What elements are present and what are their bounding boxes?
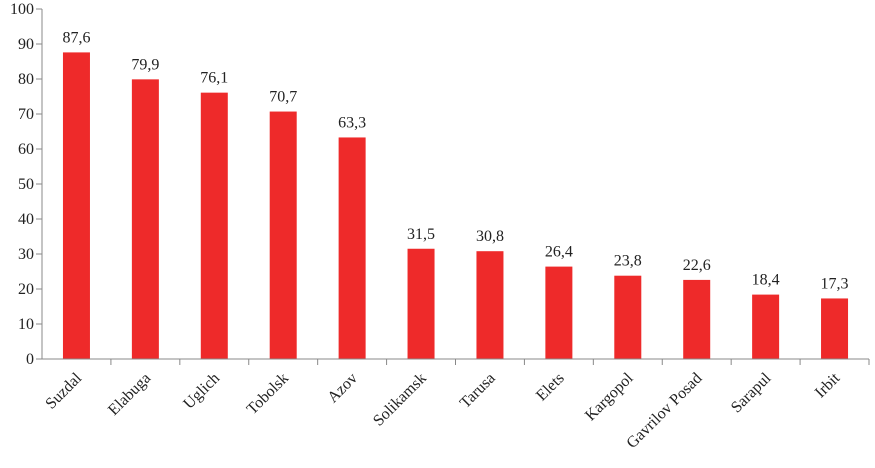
data-label-solikamsk: 31,5 bbox=[407, 226, 435, 243]
y-tick-label: 90 bbox=[18, 36, 34, 53]
y-tick-label: 60 bbox=[18, 141, 34, 158]
x-axis: Suzdal Elabuga Uglich Tobolsk Azov Solikamsk T… bbox=[42, 358, 870, 452]
data-label-tarusa: 30,8 bbox=[476, 228, 504, 245]
data-label-suzdal: 87,6 bbox=[62, 29, 90, 46]
x-tick-label: Elabuga bbox=[105, 370, 154, 419]
x-tick-label: Elets bbox=[533, 370, 568, 405]
y-tick-label: 30 bbox=[18, 246, 34, 263]
y-tick-label: 20 bbox=[18, 281, 34, 298]
y-tick-label: 40 bbox=[18, 211, 34, 228]
data-label-gavrilov-posad: 22,6 bbox=[683, 257, 711, 274]
x-tick-label: Sarapul bbox=[728, 369, 775, 416]
bar-tobolsk bbox=[269, 111, 297, 359]
y-tick-label: 70 bbox=[18, 106, 34, 123]
bar-elets bbox=[545, 266, 573, 359]
x-tick-label: Tarusa bbox=[457, 370, 499, 412]
y-tick-label: 100 bbox=[10, 1, 34, 18]
bar-gavrilov-posad bbox=[683, 279, 711, 359]
bar-tarusa bbox=[476, 251, 504, 359]
bars-group bbox=[62, 52, 849, 360]
x-tick-label: Uglich bbox=[180, 370, 223, 413]
data-label-irbit: 17,3 bbox=[821, 275, 849, 292]
bar-kargopol bbox=[614, 275, 642, 359]
x-tick-label: Suzdal bbox=[42, 369, 85, 412]
x-tick-label: Irbit bbox=[812, 369, 844, 401]
bar-azov bbox=[338, 137, 366, 359]
data-label-elabuga: 79,9 bbox=[131, 56, 159, 73]
x-tick-label: Tobolsk bbox=[244, 370, 292, 418]
bar-solikamsk bbox=[407, 248, 435, 359]
bar-irbit bbox=[821, 298, 849, 359]
bar-suzdal bbox=[62, 52, 90, 360]
x-tick-label: Solikamsk bbox=[370, 370, 430, 430]
data-label-sarapul: 18,4 bbox=[752, 272, 780, 289]
x-tick-label: Azov bbox=[324, 370, 361, 407]
data-labels-group: 87,6 79,9 76,1 70,7 63,3 31,5 30,8 26,4 23,8 22,6… bbox=[62, 29, 848, 292]
data-label-uglich: 76,1 bbox=[200, 70, 228, 87]
y-tick-label: 50 bbox=[18, 176, 34, 193]
bar-sarapul bbox=[752, 294, 780, 359]
data-label-tobolsk: 70,7 bbox=[269, 89, 297, 106]
data-label-azov: 63,3 bbox=[338, 114, 366, 131]
y-tick-label: 0 bbox=[26, 351, 34, 368]
bar-elabuga bbox=[131, 79, 159, 359]
data-label-elets: 26,4 bbox=[545, 244, 573, 261]
x-tick-label: Kargopol bbox=[582, 369, 637, 424]
y-tick-label: 10 bbox=[18, 316, 34, 333]
y-axis: 0 10 20 30 40 50 60 70 80 90 100 bbox=[10, 1, 43, 368]
y-tick-label: 80 bbox=[18, 71, 34, 88]
bar-uglich bbox=[200, 92, 228, 360]
data-label-kargopol: 23,8 bbox=[614, 253, 642, 270]
